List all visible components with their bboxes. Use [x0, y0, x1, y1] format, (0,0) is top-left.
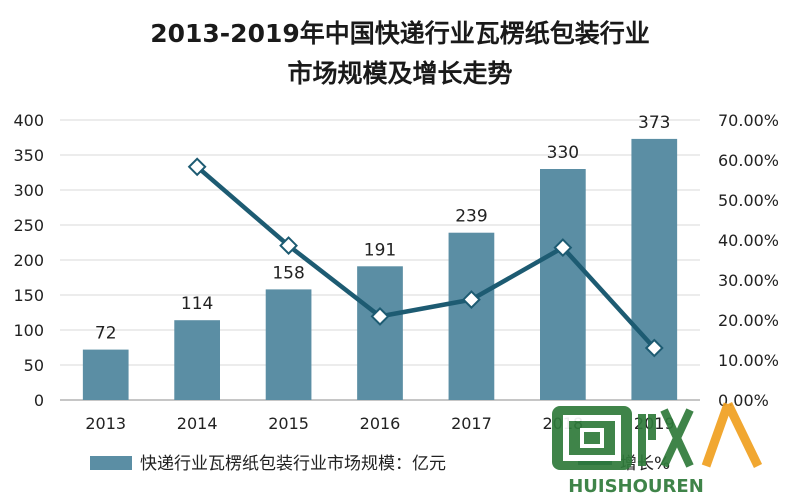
line-series: [187, 157, 664, 358]
bar-data-labels: 72 114 158 191 239 330 373: [95, 113, 671, 344]
bar-value-label: 191: [364, 240, 396, 260]
left-tick-label: 150: [13, 286, 44, 305]
x-tick-label: 2016: [360, 414, 401, 433]
watermark-ren-glyph: [701, 402, 763, 468]
watermark-logo: HUISHOUREN: [552, 402, 763, 497]
bar-value-label: 158: [272, 263, 304, 283]
line-marker: [279, 236, 298, 256]
bar-value-label: 373: [638, 113, 670, 133]
right-tick-label: 70.00%: [718, 111, 779, 130]
line-marker: [644, 338, 664, 358]
watermark-box-core: [580, 428, 604, 448]
x-tick-label: 2013: [85, 414, 126, 433]
chart-title-line-1: 2013-2019年中国快递行业瓦楞纸包装行业: [150, 19, 650, 48]
bar: [631, 138, 678, 400]
line-marker: [462, 290, 481, 310]
watermark-shou-glyph: [638, 408, 694, 468]
left-tick-label: 300: [13, 181, 44, 200]
left-tick-label: 0: [34, 391, 44, 410]
legend-label-bar: 快递行业瓦楞纸包装行业市场规模：亿元: [140, 454, 446, 474]
bar: [265, 289, 312, 400]
watermark-box: [552, 406, 632, 470]
left-tick-label: 200: [13, 251, 44, 270]
right-tick-label: 30.00%: [718, 271, 779, 290]
bar: [448, 232, 495, 400]
right-tick-label: 40.00%: [718, 231, 779, 250]
chart-title: 2013-2019年中国快递行业瓦楞纸包装行业 市场规模及增长走势: [150, 19, 650, 88]
right-tick-label: 20.00%: [718, 311, 779, 330]
gridlines: [60, 119, 700, 401]
line-marker: [370, 306, 390, 326]
bar: [357, 266, 403, 400]
left-tick-label: 350: [13, 146, 44, 165]
bar-value-label: 239: [455, 207, 487, 227]
legend-swatch-bar: [90, 456, 132, 470]
left-tick-label: 50: [24, 356, 44, 375]
chart-title-line-2: 市场规模及增长走势: [287, 59, 512, 88]
right-tick-label: 10.00%: [718, 351, 779, 370]
right-tick-label: 50.00%: [718, 191, 779, 210]
x-tick-label: 2017: [451, 414, 492, 433]
watermark-box-inner: [563, 415, 621, 461]
bar-series: [82, 138, 678, 400]
line-marker: [187, 157, 207, 177]
bar: [82, 349, 129, 400]
left-axis: 0 50 100 150 200 250 300 350 400: [13, 111, 44, 410]
bar: [174, 320, 220, 400]
left-tick-label: 400: [13, 111, 44, 130]
right-axis: 0.00%10.00%20.00%30.00%40.00%50.00%60.00…: [718, 111, 779, 410]
right-tick-label: 60.00%: [718, 151, 779, 170]
left-tick-label: 100: [13, 321, 44, 340]
bar: [540, 169, 586, 400]
x-tick-label: 2015: [268, 414, 309, 433]
watermark-subtext: HUISHOUREN: [568, 476, 704, 497]
growth-line: [195, 165, 656, 350]
x-tick-label: 2014: [177, 414, 218, 433]
bar-value-label: 330: [547, 143, 579, 163]
left-tick-label: 250: [13, 216, 44, 235]
line-marker: [553, 238, 573, 258]
bar-value-label: 72: [95, 324, 117, 344]
bar-value-label: 114: [181, 294, 213, 314]
